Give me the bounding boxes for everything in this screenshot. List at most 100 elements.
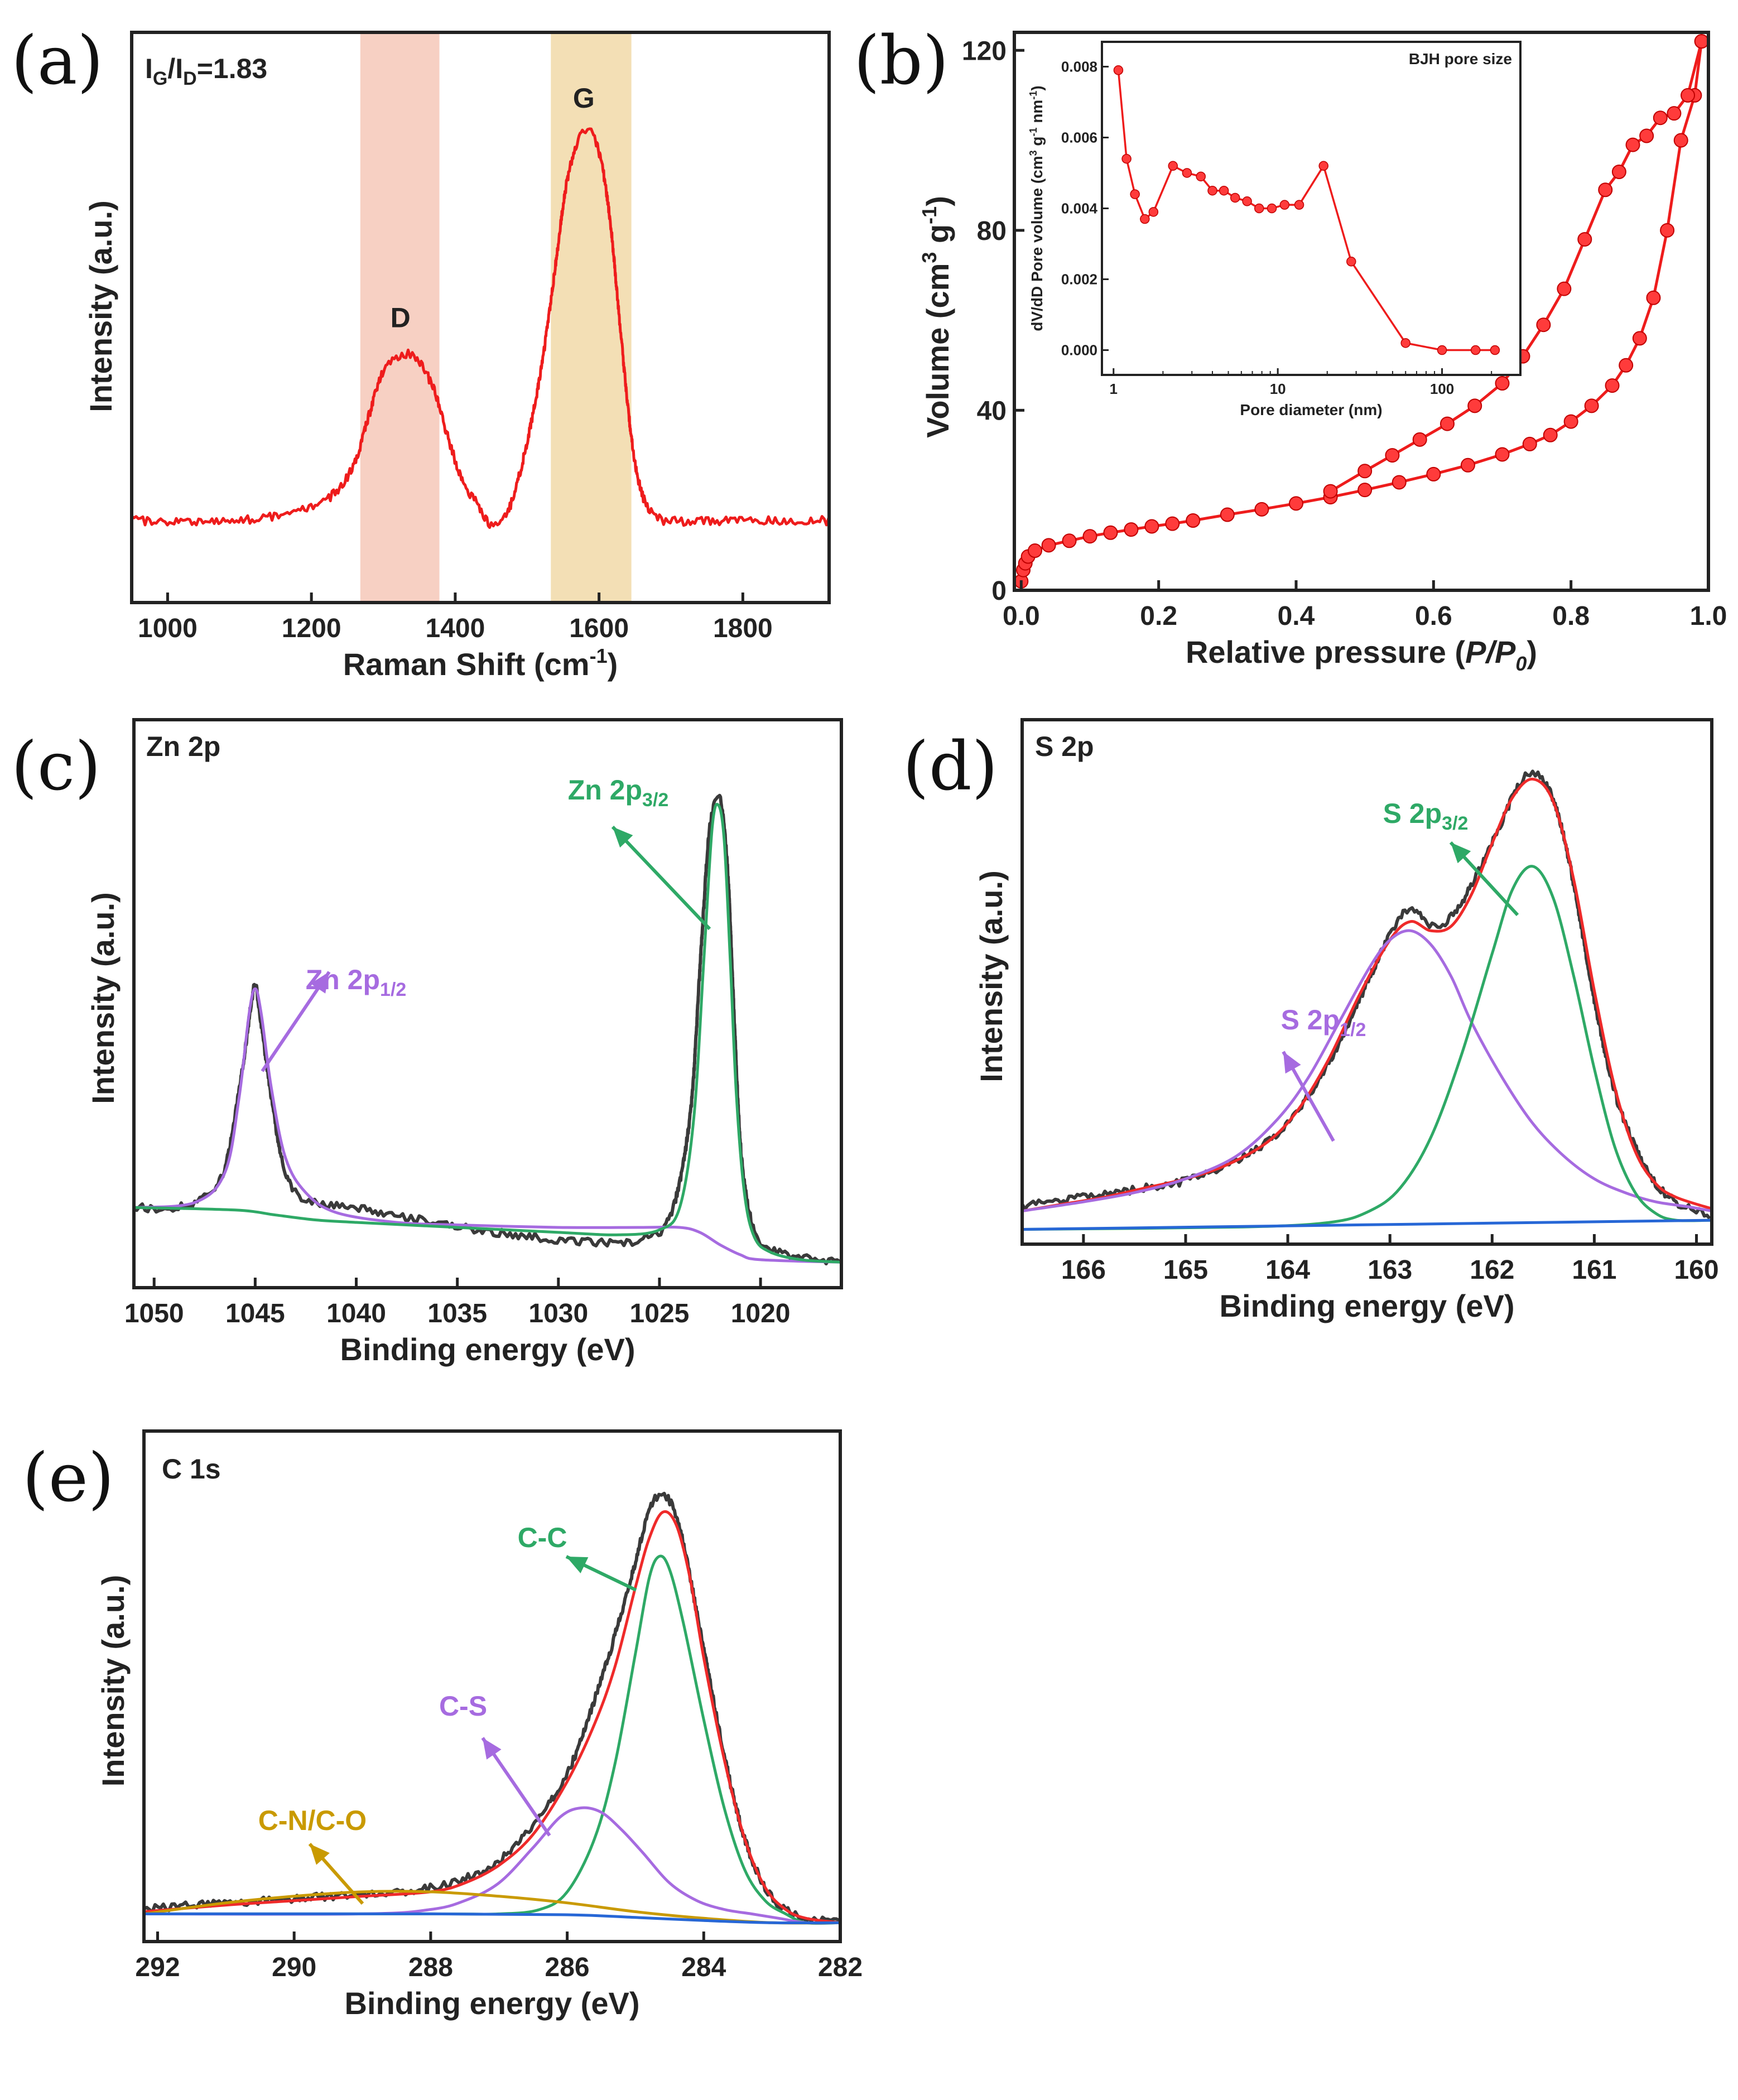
adsorption-point: [1357, 483, 1373, 498]
fit-line-s-2p1-2: [1022, 929, 1712, 1213]
adsorption-point: [1660, 223, 1675, 238]
desorption-point: [1536, 317, 1551, 333]
adsorption-point: [1124, 522, 1139, 537]
panel-c-x-tick-label: 1025: [630, 1299, 690, 1328]
adsorption-point: [1619, 358, 1634, 373]
adsorption-point: [1392, 475, 1407, 490]
adsorption-point: [1144, 519, 1159, 534]
panel-d-frame: [1020, 718, 1713, 1246]
annotation-arrow-c-1-shaft: [611, 825, 711, 931]
annotation-c-1: Zn 2p3/2: [568, 774, 669, 811]
inset-ylabel-text: dV/dD Pore volume (cm: [1028, 156, 1046, 331]
panel-b-x-tick-label: 0.0: [1003, 601, 1040, 631]
adsorption-point: [1563, 414, 1578, 429]
panel-c-x-tick-label: 1040: [326, 1299, 386, 1328]
desorption-point: [1467, 398, 1482, 413]
panel-b-x-axis-title: Relative pressure (P/P0): [1186, 634, 1537, 675]
desorption-point: [1323, 484, 1338, 499]
adsorption-point: [1673, 133, 1688, 148]
panel-c-x-tick-label: 1050: [124, 1299, 184, 1328]
xlabel-end: ): [608, 647, 618, 682]
annotation-e-2: C-N/C-O: [258, 1805, 367, 1836]
bjh-point: [1437, 345, 1447, 355]
desorption-point: [1611, 165, 1626, 179]
panel-a-y-axis-title: Intensity (a.u.): [83, 200, 118, 412]
bjh-point: [1242, 196, 1252, 206]
d-band-highlight: [360, 32, 440, 603]
panel-d-x-tick-label: 162: [1470, 1255, 1514, 1285]
panel-e-x-axis-title: Binding energy (eV): [345, 1986, 640, 2021]
panel-e-x-tick-label: 286: [545, 1953, 590, 1982]
inset-ylabel-mid: g: [1028, 136, 1046, 150]
annotation-e-0-text: C-C: [518, 1522, 567, 1553]
annotation-arrow-c-1-head: [613, 827, 633, 848]
panel-b-x-tick-label: 0.6: [1415, 601, 1452, 631]
adsorption-point: [1220, 507, 1235, 522]
annotation-c-1-sub: 3/2: [642, 789, 668, 811]
intensity-ratio-label: IG/ID=1.83: [145, 53, 267, 89]
bjh-point: [1196, 171, 1206, 182]
bjh-point: [1207, 185, 1217, 196]
panel-d-x-tick-label: 163: [1368, 1255, 1412, 1285]
inset-x-tick-label: 10: [1270, 380, 1286, 397]
annotation-e-1: C-S: [439, 1690, 487, 1722]
desorption-point: [1439, 416, 1455, 431]
panel-b-x-tick-label: 0.4: [1278, 601, 1315, 631]
adsorption-point: [1426, 466, 1441, 481]
panel-c-x-tick-label: 1045: [225, 1299, 285, 1328]
panel-e-letter: (e): [22, 1439, 114, 1517]
panel-c-x-tick-label: 1030: [528, 1299, 588, 1328]
desorption-point: [1357, 464, 1373, 479]
adsorption-point: [1605, 378, 1620, 393]
panel-a-x-axis-title: Raman Shift (cm-1): [343, 644, 618, 682]
panel-b-frame: [1013, 31, 1710, 592]
desorption-point: [1495, 376, 1510, 391]
panel-d: (d) 166 165 164 163 162 161 160 S 2p Binding ener…: [903, 718, 1719, 1323]
desorption-point: [1681, 88, 1696, 103]
panel-d-x-tick-label: 160: [1674, 1255, 1718, 1285]
inset-y-axis-title: dV/dD Pore volume (cm3 g-1 nm-1): [1028, 85, 1046, 331]
bjh-inset: 1 10 100 0.000 0.002 0.004 0.006 0.008 BJH pore …: [1028, 41, 1522, 418]
fit-line-background: [143, 1912, 841, 1925]
raman-spectrum-line: [131, 127, 830, 529]
panel-b-y-tick-label: 80: [977, 216, 1007, 246]
desorption-point: [1653, 110, 1668, 126]
bjh-point: [1267, 203, 1277, 214]
bjh-point: [1140, 214, 1150, 224]
adsorption-point: [1646, 290, 1661, 305]
adsorption-point: [1165, 516, 1180, 531]
adsorption-point: [1082, 529, 1097, 544]
inset-ylabel-sup1: 3: [1028, 150, 1039, 156]
adsorption-point: [1062, 533, 1077, 548]
panel-a-frame: [130, 31, 831, 604]
fit-line-c-s: [143, 1806, 841, 1925]
panel-e: (e) 292 290 288 286 284 282 C 1s Binding energy …: [22, 1429, 863, 2021]
desorption-point: [1625, 137, 1640, 152]
inset-ylabel-mid2: nm: [1028, 100, 1046, 128]
bjh-point: [1168, 161, 1178, 171]
bjh-point: [1182, 168, 1192, 178]
fit-line-zn-2p3-2: [133, 803, 842, 1264]
annotation-c-1-text: Zn 2p: [568, 774, 642, 806]
ratio-slash: /I: [167, 53, 183, 84]
bjh-point: [1318, 161, 1328, 171]
adsorption-point: [1543, 427, 1558, 442]
inset-frame: [1101, 41, 1522, 376]
adsorption-point: [1103, 525, 1118, 540]
panel-c-x-tick-label: 1035: [427, 1299, 487, 1328]
annotation-arrow-e-1-head: [483, 1738, 502, 1760]
inset-title: BJH pore size: [1409, 50, 1512, 68]
panel-b-y-tick-label: 120: [962, 36, 1007, 66]
fit-line-s-2p3-2: [1022, 865, 1712, 1231]
b-ylabel-sup2: -1: [918, 206, 941, 224]
annotation-arrow-d-0-head: [1283, 1052, 1301, 1074]
annotation-arrow-d-1-head: [1451, 842, 1471, 864]
panel-d-x-tick-label: 164: [1265, 1255, 1310, 1285]
panel-c: (c) 1050 1045 1040 1035 1030 1025 1020 Zn 2p Bind…: [11, 718, 843, 1367]
panel-c-y-axis-title: Intensity (a.u.): [85, 892, 121, 1104]
panel-c-letter: (c): [11, 728, 101, 806]
adsorption-point: [1460, 457, 1475, 473]
adsorption-line: [1019, 41, 1703, 582]
bjh-point: [1230, 192, 1240, 203]
desorption-point: [1412, 432, 1427, 447]
